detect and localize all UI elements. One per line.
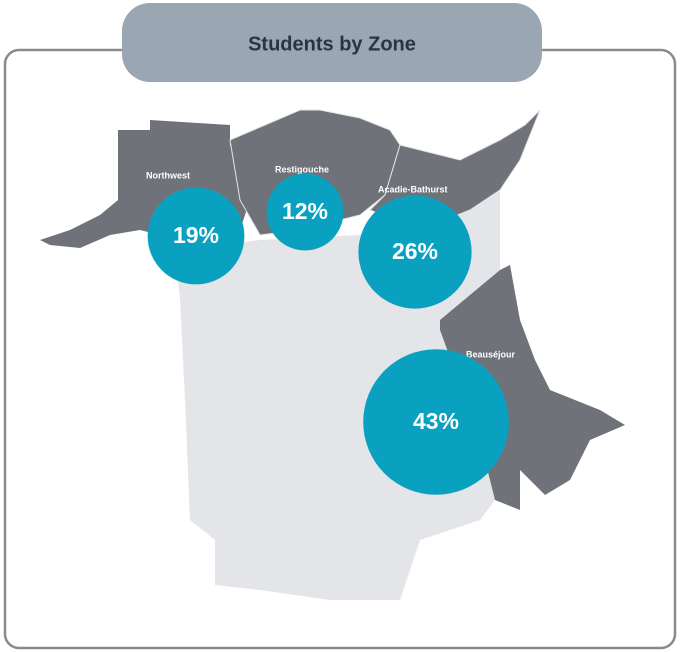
zone-label: Northwest	[146, 170, 190, 180]
bubble	[147, 187, 245, 285]
bubble-label: 26%	[392, 238, 438, 264]
bubble	[358, 195, 472, 309]
bubble-label: 43%	[413, 408, 459, 434]
chart-title: Students by Zone	[248, 33, 416, 55]
zone-label: Beauséjour	[466, 349, 516, 359]
bubbles: Northwest Restigouche Acadie-Bathurst Beaus…	[146, 164, 516, 495]
bubble-label: 12%	[282, 198, 328, 224]
bubble	[363, 349, 509, 495]
title-pill	[122, 3, 542, 82]
bubble	[266, 173, 344, 251]
zone-label: Restigouche	[275, 164, 329, 174]
bubble-label: 19%	[173, 222, 219, 248]
zone-label: Acadie-Bathurst	[378, 184, 448, 194]
